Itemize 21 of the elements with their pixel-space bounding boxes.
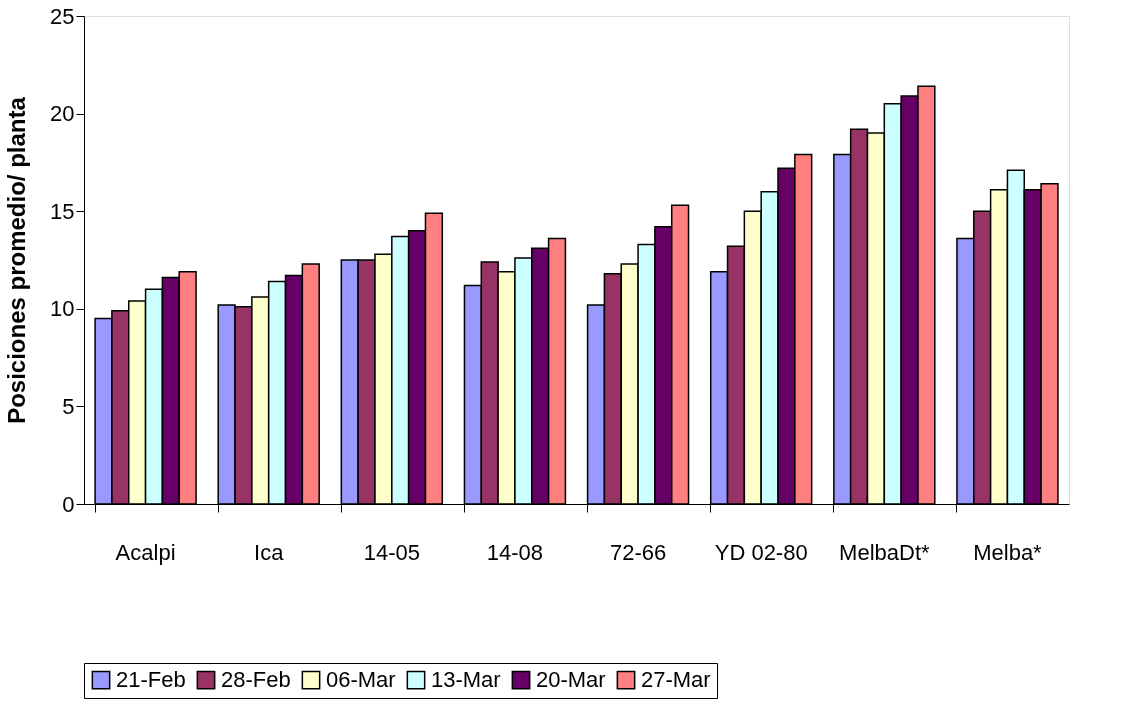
legend-label: 20-Mar: [536, 667, 606, 693]
x-tick-label: YD 02-80: [714, 539, 808, 565]
legend-label: 13-Mar: [431, 667, 501, 693]
x-tick-label: Acalpi: [115, 539, 176, 565]
y-tick-label: 5: [62, 393, 75, 419]
legend-label: 21-Feb: [116, 667, 186, 693]
y-tick-label: 25: [50, 3, 75, 29]
y-tick-label: 15: [50, 198, 75, 224]
x-tick-label: Ica: [254, 539, 285, 565]
y-tick-label: 10: [50, 296, 75, 322]
y-tick-label: 20: [50, 101, 75, 127]
x-tick-label: 14-08: [486, 539, 544, 565]
legend-label: 06-Mar: [326, 667, 396, 693]
x-tick-label: 72-66: [609, 539, 667, 565]
y-tick-label: 0: [62, 491, 75, 517]
x-tick-label: Melba*: [973, 539, 1043, 565]
legend-label: 27-Mar: [641, 667, 711, 693]
x-tick-label: 14-05: [363, 539, 420, 565]
legend-label: 28-Feb: [221, 667, 291, 693]
x-tick-label: MelbaDt*: [839, 539, 930, 565]
y-axis-title: Posiciones promedio/ planta: [3, 96, 31, 424]
